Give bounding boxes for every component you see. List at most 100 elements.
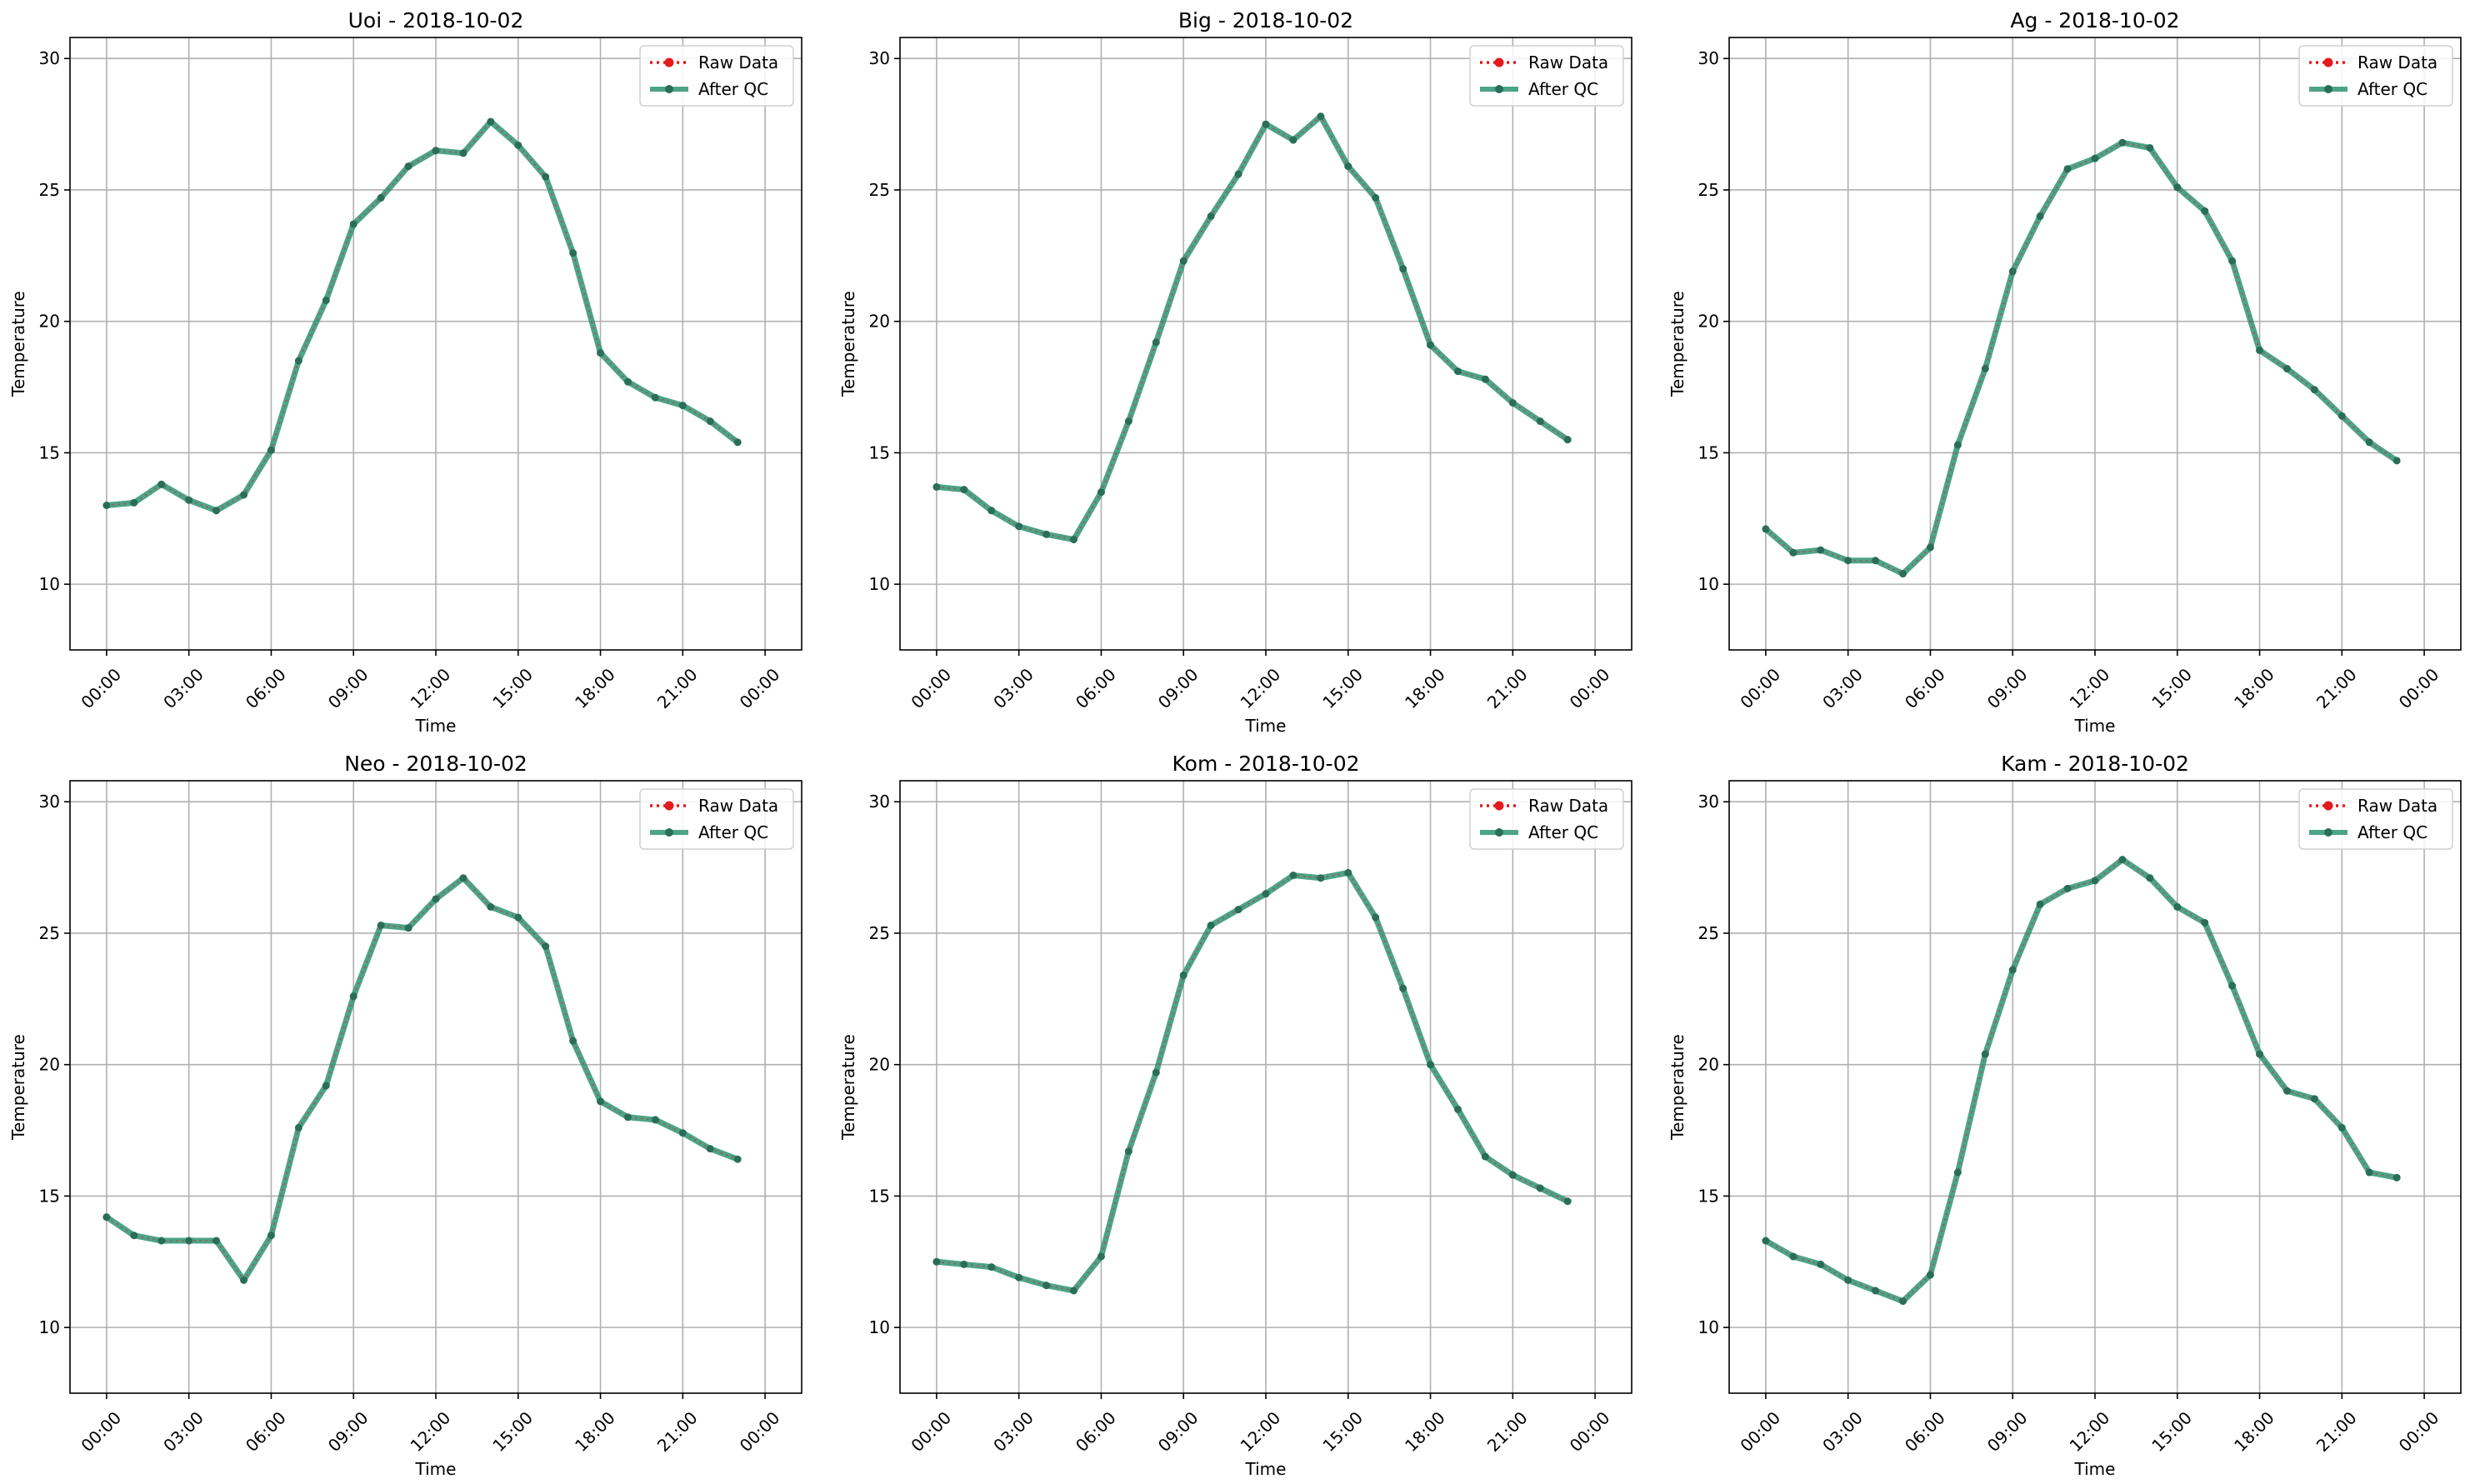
y-axis-label: Temperature [1668,1034,1688,1141]
y-tick-label: 10 [39,1317,60,1337]
x-tick-label: 21:00 [1483,664,1532,712]
subplot-4: 10 15 20 25 30 00:00 03:00 06:00 09:00 12:00 15:00… [8,752,802,1479]
x-tick-label: 15:00 [1318,664,1367,712]
data-point-after-qc [1844,1276,1852,1284]
data-point-after-qc [1070,536,1078,544]
x-tick-label: 21:00 [2312,664,2361,712]
data-point-after-qc [1872,557,1880,565]
series-line-after-qc [936,869,1569,1294]
data-point-after-qc [651,393,659,402]
y-tick-label: 15 [39,1186,60,1206]
data-point-after-qc [2392,457,2401,465]
data-point-after-qc [2365,438,2373,447]
legend: Raw Data After QC [1469,788,1624,850]
subplot-6: 10 15 20 25 30 00:00 03:00 06:00 09:00 12:00 15:00… [1668,752,2462,1479]
data-point-after-qc [706,417,714,426]
x-axis-label: Time [1245,716,1287,736]
data-point-after-qc [1508,1171,1517,1179]
legend-label-after-qc: After QC [2358,822,2428,842]
data-point-after-qc [1372,913,1380,922]
data-point-after-qc [404,924,412,932]
y-tick-label: 20 [39,1055,60,1075]
x-axis-label: Time [1245,1459,1287,1479]
data-point-after-qc [1427,341,1435,349]
legend-marker-after-qc [1495,828,1503,837]
y-tick-label: 30 [39,48,60,68]
y-tick-label: 15 [39,442,60,462]
data-point-after-qc [2036,212,2044,221]
data-point-after-qc [1152,1068,1160,1077]
data-point-after-qc [2008,966,2017,974]
y-tick-label: 10 [39,574,60,594]
data-point-after-qc [1926,1271,1934,1279]
legend-marker-raw-data [1494,57,1504,67]
data-point-after-qc [2338,412,2346,420]
subplot-title: Neo - 2018-10-02 [344,752,528,776]
x-tick-label: 00:00 [77,1407,125,1456]
data-point-after-qc [1317,112,1325,121]
data-point-after-qc [932,482,941,491]
data-point-after-qc [377,193,385,202]
subplot-5: 10 15 20 25 30 00:00 03:00 06:00 09:00 12:00 15:00… [838,752,1632,1479]
legend-marker-raw-data [664,801,674,811]
series-line-raw-data [106,120,738,512]
data-point-after-qc [1372,193,1380,202]
data-point-after-qc [240,1276,248,1284]
data-point-after-qc [514,913,522,922]
x-axis-label: Time [2074,716,2116,736]
data-point-after-qc [158,1237,166,1245]
data-point-after-qc [2008,267,2017,276]
legend: Raw Data After QC [639,788,794,850]
data-point-after-qc [185,1237,193,1245]
subplot-title: Uoi - 2018-10-02 [348,8,524,32]
legend-marker-raw-data [2323,57,2333,67]
data-point-after-qc [1953,1168,1962,1177]
data-point-after-qc [1042,1282,1051,1290]
data-point-after-qc [487,117,495,126]
x-tick-label: 12:00 [407,1407,455,1456]
legend-label-after-qc: After QC [698,79,768,99]
x-tick-label: 06:00 [242,1407,290,1456]
x-tick-label: 00:00 [736,1407,784,1456]
subplot-title: Ag - 2018-10-02 [2010,8,2179,32]
data-point-after-qc [487,902,495,911]
y-axis-label: Temperature [1668,291,1688,397]
legend-marker-after-qc [1495,85,1503,93]
legend: Raw Data After QC [639,45,794,107]
y-tick-label: 15 [869,1186,890,1206]
data-point-after-qc [2392,1173,2401,1182]
x-tick-label: 21:00 [2312,1407,2361,1456]
data-point-after-qc [459,874,468,882]
data-point-after-qc [569,1037,578,1045]
x-tick-label: 00:00 [2395,664,2443,712]
x-tick-label: 00:00 [907,664,955,712]
x-tick-label: 15:00 [2148,664,2196,712]
subplot-3: 10 15 20 25 30 00:00 03:00 06:00 09:00 12:00 15:00… [1668,8,2462,736]
data-point-after-qc [597,1097,605,1106]
y-tick-label: 15 [1698,442,1719,462]
series-line-after-qc [1763,139,2399,577]
y-tick-label: 15 [1698,1186,1719,1206]
data-point-after-qc [1926,543,1934,552]
data-point-after-qc [1262,120,1270,128]
data-point-after-qc [1481,1152,1489,1161]
data-point-after-qc [1872,1287,1880,1295]
x-tick-label: 15:00 [1318,1407,1367,1456]
subplot-title: Kam - 2018-10-02 [2001,752,2189,776]
data-point-after-qc [1234,906,1242,914]
x-tick-label: 00:00 [77,664,125,712]
y-tick-label: 30 [869,48,890,68]
data-point-after-qc [1289,872,1298,880]
series-line-raw-data [1765,858,2398,1302]
x-tick-label: 12:00 [1237,1407,1285,1456]
legend-label-raw-data: Raw Data [698,796,778,816]
data-point-after-qc [2036,900,2044,908]
data-point-after-qc [623,1113,632,1122]
data-point-after-qc [2282,364,2291,372]
series-line-raw-data [936,115,1568,541]
data-point-after-qc [432,147,440,155]
x-tick-label: 12:00 [407,664,455,712]
legend-label-after-qc: After QC [1528,79,1598,99]
subplot-title: Big - 2018-10-02 [1178,8,1353,32]
y-tick-label: 25 [1698,923,1719,943]
